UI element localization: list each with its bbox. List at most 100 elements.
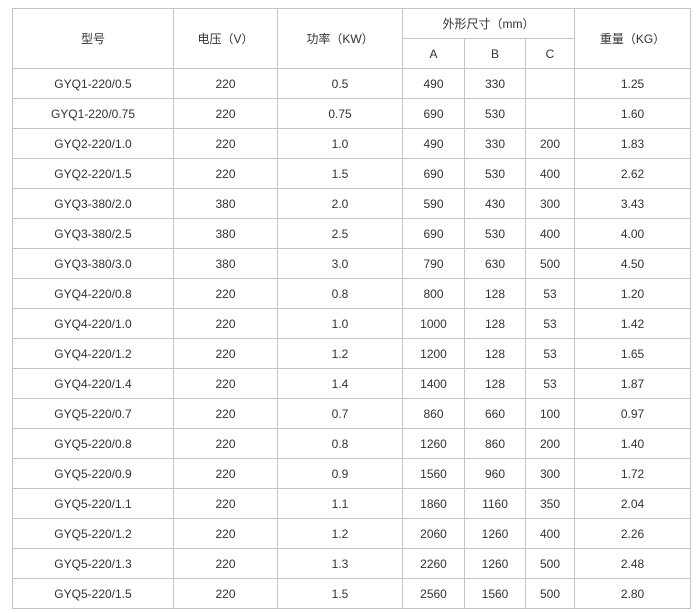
cell-weight: 1.40 [574,428,691,459]
cell-voltage: 220 [173,458,278,489]
cell-dim-a: 1400 [402,368,465,399]
table-row: GYQ4-220/0.8 220 0.8 800 128 53 1.20 [12,278,691,309]
cell-weight: 2.48 [574,548,691,579]
table-row: GYQ1-220/0.5 220 0.5 490 330 1.25 [12,68,691,99]
header-weight: 重量（KG） [574,8,691,69]
cell-dim-b: 1260 [464,518,526,549]
cell-model: GYQ5-220/1.1 [12,488,174,519]
cell-weight: 1.25 [574,68,691,99]
cell-model: GYQ5-220/0.7 [12,398,174,429]
cell-dim-c: 53 [525,278,575,309]
cell-weight: 2.26 [574,518,691,549]
cell-dim-a: 690 [402,158,465,189]
cell-dim-a: 690 [402,98,465,129]
cell-weight: 2.80 [574,578,691,609]
cell-voltage: 220 [173,398,278,429]
table-row: GYQ5-220/0.7 220 0.7 860 660 100 0.97 [12,398,691,429]
spec-table: 型号 电压（V） 功率（KW） 外形尺寸（mm） 重量（KG） A B C GY… [12,8,691,609]
cell-dim-b: 128 [464,368,526,399]
cell-weight: 1.83 [574,128,691,159]
cell-dim-b: 128 [464,308,526,339]
cell-model: GYQ4-220/0.8 [12,278,174,309]
cell-weight: 3.43 [574,188,691,219]
cell-dim-b: 530 [464,218,526,249]
cell-dim-a: 1860 [402,488,465,519]
cell-weight: 1.65 [574,338,691,369]
cell-dim-a: 590 [402,188,465,219]
cell-voltage: 220 [173,68,278,99]
cell-dim-c: 350 [525,488,575,519]
header-dimensions: 外形尺寸（mm） [402,8,575,39]
cell-voltage: 380 [173,248,278,279]
cell-voltage: 220 [173,338,278,369]
cell-power: 1.2 [277,338,403,369]
cell-dim-c: 100 [525,398,575,429]
cell-power: 2.5 [277,218,403,249]
cell-power: 1.5 [277,158,403,189]
table-row: GYQ3-380/2.5 380 2.5 690 530 400 4.00 [12,218,691,249]
cell-dim-c [525,98,575,129]
cell-voltage: 220 [173,428,278,459]
cell-voltage: 380 [173,188,278,219]
cell-dim-b: 1560 [464,578,526,609]
table-row: GYQ5-220/1.3 220 1.3 2260 1260 500 2.48 [12,548,691,579]
table-row: GYQ5-220/0.9 220 0.9 1560 960 300 1.72 [12,458,691,489]
cell-model: GYQ3-380/3.0 [12,248,174,279]
table-row: GYQ4-220/1.2 220 1.2 1200 128 53 1.65 [12,338,691,369]
cell-dim-b: 630 [464,248,526,279]
cell-power: 1.2 [277,518,403,549]
cell-weight: 2.62 [574,158,691,189]
cell-model: GYQ2-220/1.5 [12,158,174,189]
cell-dim-c: 53 [525,368,575,399]
table-row: GYQ4-220/1.4 220 1.4 1400 128 53 1.87 [12,368,691,399]
cell-voltage: 220 [173,488,278,519]
cell-dim-c: 500 [525,578,575,609]
cell-model: GYQ5-220/0.9 [12,458,174,489]
cell-model: GYQ1-220/0.5 [12,68,174,99]
table-row: GYQ4-220/1.0 220 1.0 1000 128 53 1.42 [12,308,691,339]
header-c: C [525,38,575,69]
cell-model: GYQ5-220/1.5 [12,578,174,609]
cell-dim-a: 2560 [402,578,465,609]
table-row: GYQ2-220/1.5 220 1.5 690 530 400 2.62 [12,158,691,189]
cell-dim-c: 400 [525,518,575,549]
cell-voltage: 220 [173,308,278,339]
cell-dim-a: 2060 [402,518,465,549]
cell-dim-b: 530 [464,98,526,129]
cell-voltage: 220 [173,98,278,129]
cell-weight: 1.42 [574,308,691,339]
cell-power: 1.1 [277,488,403,519]
table-row: GYQ5-220/1.1 220 1.1 1860 1160 350 2.04 [12,488,691,519]
cell-dim-c: 300 [525,458,575,489]
cell-power: 0.75 [277,98,403,129]
cell-dim-a: 860 [402,398,465,429]
cell-power: 2.0 [277,188,403,219]
cell-power: 0.8 [277,278,403,309]
header-model: 型号 [12,8,174,69]
cell-dim-b: 960 [464,458,526,489]
cell-model: GYQ3-380/2.0 [12,188,174,219]
cell-dim-c: 200 [525,128,575,159]
cell-power: 0.8 [277,428,403,459]
cell-weight: 1.20 [574,278,691,309]
cell-dim-a: 490 [402,128,465,159]
cell-dim-b: 430 [464,188,526,219]
cell-dim-a: 2260 [402,548,465,579]
cell-model: GYQ4-220/1.2 [12,338,174,369]
cell-voltage: 220 [173,578,278,609]
cell-dim-c: 53 [525,308,575,339]
cell-model: GYQ2-220/1.0 [12,128,174,159]
cell-dim-c: 400 [525,218,575,249]
cell-voltage: 220 [173,548,278,579]
cell-model: GYQ5-220/1.2 [12,518,174,549]
cell-dim-c: 400 [525,158,575,189]
cell-dim-a: 490 [402,68,465,99]
cell-dim-b: 1160 [464,488,526,519]
cell-weight: 1.87 [574,368,691,399]
cell-model: GYQ4-220/1.4 [12,368,174,399]
cell-dim-b: 128 [464,338,526,369]
header-b: B [464,38,526,69]
cell-model: GYQ5-220/1.3 [12,548,174,579]
table-row: GYQ5-220/1.2 220 1.2 2060 1260 400 2.26 [12,518,691,549]
cell-dim-c: 300 [525,188,575,219]
